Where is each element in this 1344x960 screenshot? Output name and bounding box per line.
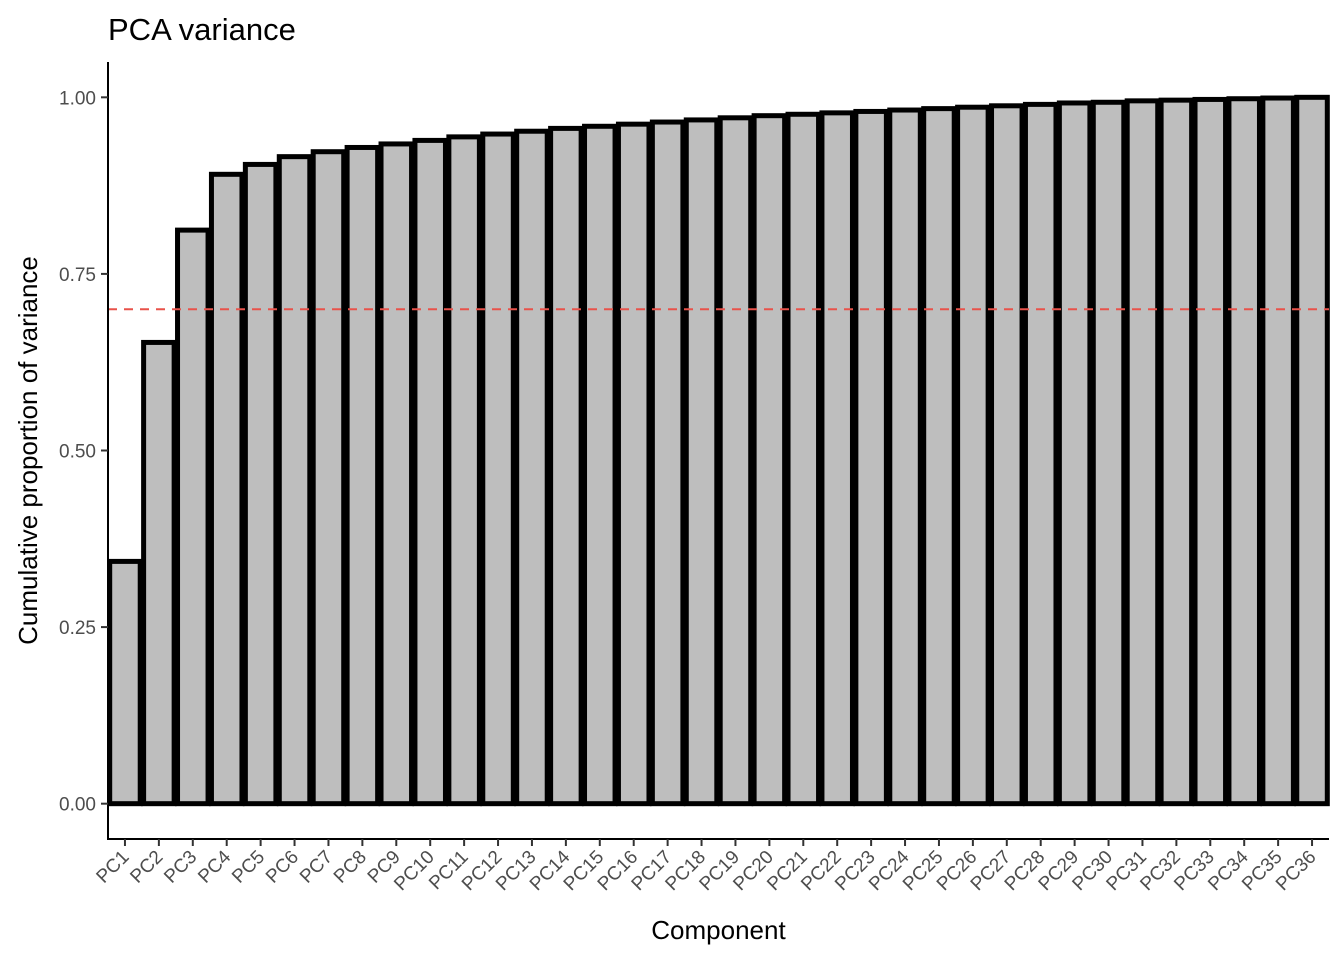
bar-pc8 [344,144,381,807]
x-tick-label-pc36: PC36 [1272,847,1320,895]
bar-pc6 [276,154,313,807]
bars-group [107,94,1330,807]
y-tick-label: 0.75 [59,265,96,286]
bar-pc25 [921,106,957,807]
y-axis-ticks: 0.00 0.25 0.50 0.75 1.00 [59,88,108,816]
bar-pc11 [446,134,482,807]
x-tick-label-pc2: PC2 [126,847,167,888]
bar-pc29 [1056,100,1093,807]
bar-pc10 [412,137,448,807]
bar-pc4 [208,171,245,807]
y-tick-label: 1.00 [59,88,96,109]
bar-pc34 [1226,96,1262,807]
x-tick-label-pc1: PC1 [93,847,134,888]
bar-pc12 [480,131,516,807]
bar-pc5 [242,161,279,807]
bar-pc1 [107,558,143,807]
bar-pc23 [853,108,889,807]
x-tick-label-pc5: PC5 [228,847,269,888]
x-tick-label-pc3: PC3 [160,847,201,888]
bar-pc24 [887,107,923,807]
bar-pc2 [141,339,177,807]
x-axis-title: Component [651,915,786,945]
bar-pc14 [548,125,584,807]
y-tick-label: 0.00 [59,795,96,816]
x-tick-label-pc7: PC7 [296,847,337,888]
bar-pc21 [785,111,822,807]
bar-pc30 [1090,99,1127,807]
y-tick-label: 0.50 [59,442,96,463]
x-tick-label-pc4: PC4 [194,846,235,887]
bar-pc20 [751,113,788,807]
bar-pc17 [649,119,686,807]
bar-pc31 [1124,98,1161,807]
y-axis-title: Cumulative proportion of variance [13,256,43,645]
x-axis-ticks: PC1PC2PC3PC4PC5PC6PC7PC8PC9PC10PC11PC12P… [93,839,1321,895]
y-tick-label: 0.25 [59,618,96,639]
bar-pc19 [717,115,754,807]
bar-pc35 [1260,95,1296,807]
bar-pc36 [1294,94,1330,807]
bar-pc28 [1022,101,1059,807]
x-tick-label-pc6: PC6 [262,847,303,888]
bar-pc7 [310,149,347,807]
bar-pc3 [175,227,211,807]
bar-pc27 [989,103,1025,807]
bar-pc18 [683,117,720,807]
chart-title: PCA variance [108,12,296,47]
bar-pc22 [819,110,855,807]
bar-pc16 [615,121,652,807]
bar-pc13 [514,128,550,807]
x-tick-label-pc10: PC10 [390,847,438,895]
bar-pc9 [378,141,415,807]
bar-pc15 [582,123,618,807]
bar-pc32 [1158,97,1195,807]
x-tick-label-pc8: PC8 [330,847,371,888]
bar-pc26 [955,104,991,807]
bar-pc33 [1192,96,1229,807]
